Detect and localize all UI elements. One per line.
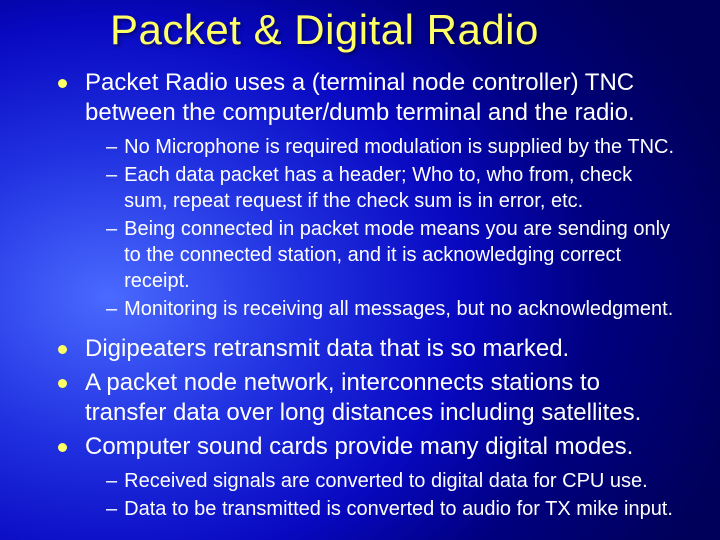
sub-text: Monitoring is receiving all messages, bu… <box>124 296 680 322</box>
sub-item: –Being connected in packet mode means yo… <box>106 216 680 294</box>
bullet-icon <box>58 443 67 452</box>
dash-icon: – <box>106 216 117 242</box>
slide-title: Packet & Digital Radio <box>110 6 680 54</box>
sub-item: –Monitoring is receiving all messages, b… <box>106 296 680 322</box>
dash-icon: – <box>106 468 117 494</box>
sub-list: –Received signals are converted to digit… <box>106 468 680 522</box>
sub-item: –Received signals are converted to digit… <box>106 468 680 494</box>
bullet-text: Packet Radio uses a (terminal node contr… <box>85 68 680 128</box>
bullet-text: A packet node network, interconnects sta… <box>85 368 680 428</box>
bullet-text: Computer sound cards provide many digita… <box>85 432 680 462</box>
sub-text: Each data packet has a header; Who to, w… <box>124 162 680 214</box>
bullet-item: Packet Radio uses a (terminal node contr… <box>58 68 680 128</box>
bullet-text: Digipeaters retransmit data that is so m… <box>85 334 680 364</box>
sub-text: Being connected in packet mode means you… <box>124 216 680 294</box>
sub-text: Data to be transmitted is converted to a… <box>124 496 680 522</box>
sub-text: No Microphone is required modulation is … <box>124 134 680 160</box>
dash-icon: – <box>106 134 117 160</box>
sub-item: –Each data packet has a header; Who to, … <box>106 162 680 214</box>
bullet-icon <box>58 79 67 88</box>
dash-icon: – <box>106 162 117 188</box>
slide-content: Packet Radio uses a (terminal node contr… <box>40 68 680 522</box>
sub-item: –Data to be transmitted is converted to … <box>106 496 680 522</box>
bullet-item: Computer sound cards provide many digita… <box>58 432 680 462</box>
dash-icon: – <box>106 496 117 522</box>
sub-item: –No Microphone is required modulation is… <box>106 134 680 160</box>
sub-text: Received signals are converted to digita… <box>124 468 680 494</box>
bullet-icon <box>58 345 67 354</box>
dash-icon: – <box>106 296 117 322</box>
bullet-item: A packet node network, interconnects sta… <box>58 368 680 428</box>
bullet-icon <box>58 379 67 388</box>
slide: Packet & Digital Radio Packet Radio uses… <box>0 0 720 540</box>
bullet-item: Digipeaters retransmit data that is so m… <box>58 334 680 364</box>
sub-list: –No Microphone is required modulation is… <box>106 134 680 322</box>
